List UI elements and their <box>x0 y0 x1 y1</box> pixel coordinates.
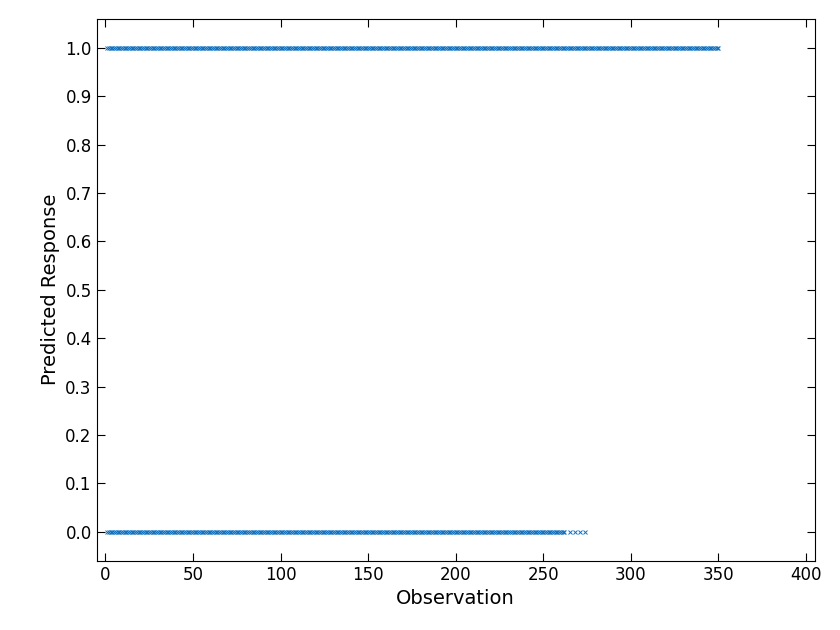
X-axis label: Observation: Observation <box>396 589 515 608</box>
Y-axis label: Predicted Response: Predicted Response <box>41 194 60 386</box>
